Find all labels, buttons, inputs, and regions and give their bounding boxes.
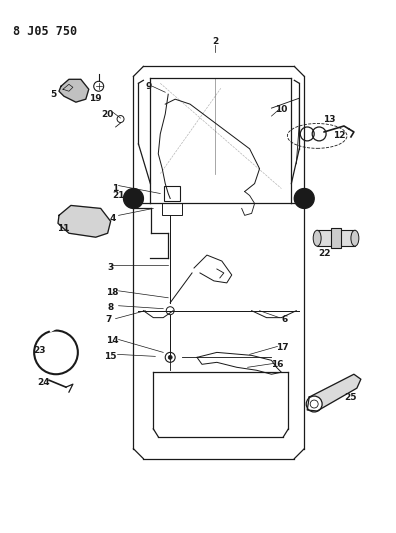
Text: 8 J05 750: 8 J05 750	[13, 25, 78, 38]
Text: 21: 21	[298, 191, 310, 200]
Text: 8: 8	[107, 303, 114, 312]
Text: 24: 24	[37, 378, 50, 386]
Text: 14: 14	[106, 336, 119, 345]
Circle shape	[168, 356, 172, 359]
Text: 16: 16	[271, 360, 284, 369]
Text: 19: 19	[89, 94, 102, 103]
Ellipse shape	[313, 230, 321, 246]
Polygon shape	[307, 374, 361, 411]
Text: 5: 5	[50, 90, 56, 99]
Bar	[317, 230, 355, 246]
Text: 18: 18	[107, 288, 119, 297]
Polygon shape	[59, 79, 89, 102]
Text: 6: 6	[281, 315, 287, 324]
Circle shape	[166, 306, 174, 314]
Text: 10: 10	[275, 104, 287, 114]
Circle shape	[294, 189, 314, 208]
Circle shape	[124, 189, 143, 208]
Text: 23: 23	[33, 346, 46, 355]
Circle shape	[94, 82, 104, 91]
Text: 9: 9	[145, 82, 152, 91]
Text: 20: 20	[101, 110, 114, 118]
Text: 12: 12	[333, 132, 345, 140]
Text: 17: 17	[276, 343, 289, 352]
Text: 3: 3	[107, 263, 114, 272]
Text: 4: 4	[109, 214, 116, 223]
Circle shape	[117, 116, 124, 123]
Polygon shape	[58, 205, 110, 237]
Text: 15: 15	[105, 352, 117, 361]
Bar	[331, 228, 341, 248]
Text: 13: 13	[323, 115, 335, 124]
Bar	[162, 204, 182, 215]
Bar	[164, 185, 180, 201]
Text: 25: 25	[345, 393, 357, 401]
Text: 1: 1	[112, 184, 119, 193]
Ellipse shape	[351, 230, 359, 246]
Text: 7: 7	[105, 315, 112, 324]
Text: 11: 11	[57, 224, 69, 233]
Text: 21: 21	[112, 191, 125, 200]
Text: 22: 22	[318, 248, 330, 257]
Circle shape	[306, 396, 322, 412]
Text: 2: 2	[212, 37, 218, 46]
